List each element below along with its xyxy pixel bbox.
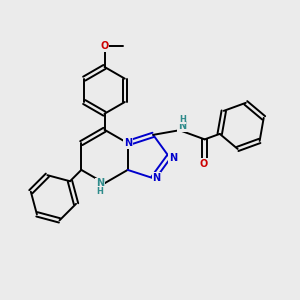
Text: N: N xyxy=(152,173,160,183)
Text: H: H xyxy=(96,187,103,196)
Text: N: N xyxy=(124,138,132,148)
Text: N: N xyxy=(96,178,104,188)
Text: O: O xyxy=(100,41,109,51)
Text: N: N xyxy=(178,121,186,131)
Text: N: N xyxy=(169,153,177,163)
Text: O: O xyxy=(199,159,207,169)
Text: H: H xyxy=(179,115,186,124)
